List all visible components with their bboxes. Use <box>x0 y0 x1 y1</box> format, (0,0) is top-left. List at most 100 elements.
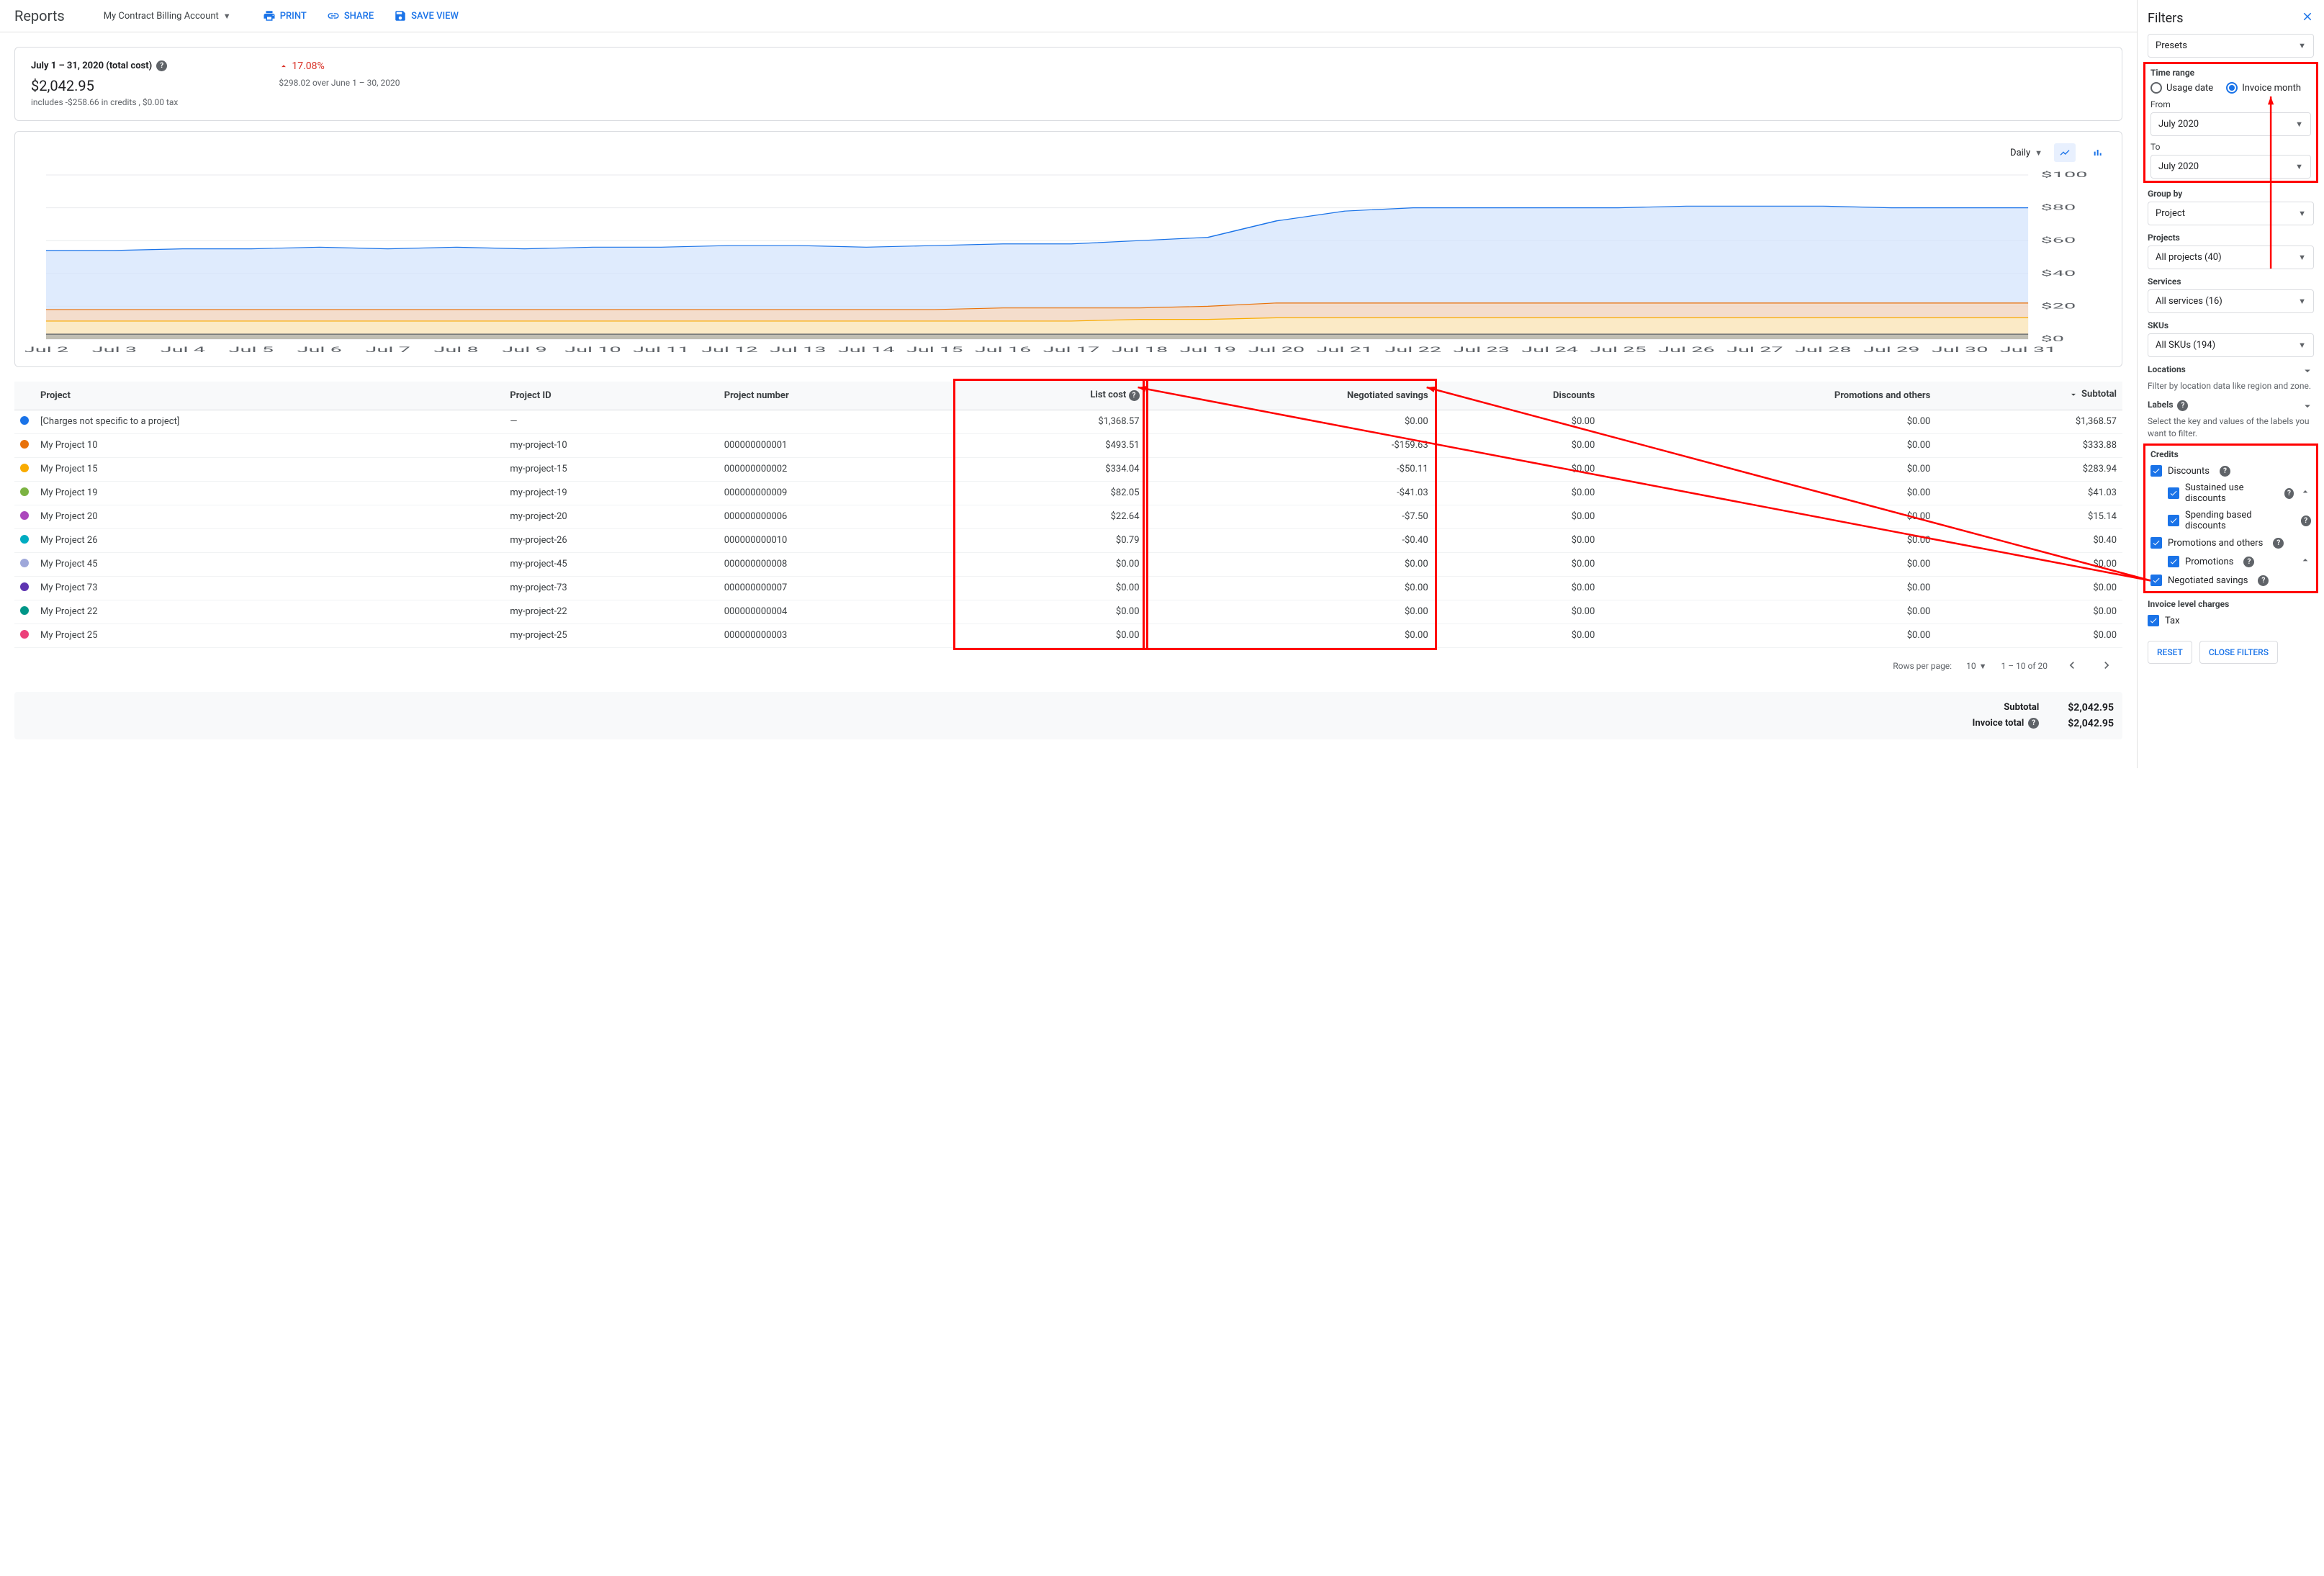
col-list-cost[interactable]: List cost ? <box>956 382 1145 410</box>
col-discounts[interactable]: Discounts <box>1434 382 1601 410</box>
svg-text:Jul 24: Jul 24 <box>1521 346 1578 354</box>
promotions-others-checkbox[interactable] <box>2150 537 2162 549</box>
rows-per-page-select[interactable]: 10 ▼ <box>1966 661 1986 671</box>
spending-checkbox[interactable] <box>2168 515 2179 526</box>
svg-text:Jul 22: Jul 22 <box>1384 346 1441 354</box>
cell-project-id: my-project-26 <box>504 528 718 552</box>
cell-discounts: $0.00 <box>1434 623 1601 647</box>
skus-label: SKUs <box>2148 320 2314 330</box>
help-icon[interactable]: ? <box>156 60 167 71</box>
table-row[interactable]: My Project 45my-project-45000000000008$0… <box>14 552 2122 576</box>
invoice-month-radio[interactable]: Invoice month <box>2226 82 2301 94</box>
help-icon[interactable]: ? <box>2273 538 2284 549</box>
cell-subtotal: $15.14 <box>1936 505 2122 528</box>
chart-mode-picker[interactable]: Daily ▼ <box>2010 148 2042 158</box>
account-picker[interactable]: My Contract Billing Account ▼ <box>104 11 231 22</box>
cell-negotiated: $0.00 <box>1145 623 1434 647</box>
promotions-checkbox[interactable] <box>2168 556 2179 567</box>
svg-text:Jul 3: Jul 3 <box>92 346 137 354</box>
print-button[interactable]: PRINT <box>263 9 307 22</box>
filters-title: Filters <box>2148 11 2184 26</box>
share-button[interactable]: SHARE <box>327 9 374 22</box>
check-icon <box>2152 576 2161 585</box>
svg-text:Jul 31: Jul 31 <box>2000 346 2057 354</box>
usage-date-radio[interactable]: Usage date <box>2150 82 2213 94</box>
skus-select[interactable]: All SKUs (194)▼ <box>2148 333 2314 357</box>
cell-project: My Project 26 <box>35 528 504 552</box>
col-negotiated[interactable]: Negotiated savings <box>1145 382 1434 410</box>
to-month-select[interactable]: July 2020▼ <box>2150 155 2311 179</box>
svg-text:Jul 20: Jul 20 <box>1248 346 1305 354</box>
collapse-button[interactable] <box>2300 554 2311 569</box>
table-row[interactable]: My Project 26my-project-26000000000010$0… <box>14 528 2122 552</box>
table-row[interactable]: My Project 15my-project-15000000000002$3… <box>14 457 2122 481</box>
projects-select[interactable]: All projects (40)▼ <box>2148 246 2314 269</box>
table-row[interactable]: My Project 10my-project-10000000000001$4… <box>14 433 2122 457</box>
help-icon[interactable]: ? <box>2220 466 2230 477</box>
cell-negotiated: $0.00 <box>1145 576 1434 600</box>
cell-discounts: $0.00 <box>1434 481 1601 505</box>
svg-text:Jul 18: Jul 18 <box>1112 346 1168 354</box>
line-chart-button[interactable] <box>2054 143 2076 162</box>
bar-chart-button[interactable] <box>2087 143 2109 162</box>
table-row[interactable]: My Project 20my-project-20000000000006$2… <box>14 505 2122 528</box>
chevron-right-icon <box>2099 658 2114 672</box>
cell-list-cost: $1,368.57 <box>956 410 1145 433</box>
table-row[interactable]: My Project 73my-project-73000000000007$0… <box>14 576 2122 600</box>
services-label: Services <box>2148 276 2314 287</box>
close-filters-button[interactable]: CLOSE FILTERS <box>2199 641 2278 664</box>
radio-icon <box>2226 82 2238 94</box>
chevron-down-icon: ▼ <box>2298 253 2306 262</box>
cell-discounts: $0.00 <box>1434 576 1601 600</box>
help-icon[interactable]: ? <box>2301 515 2311 526</box>
negotiated-savings-checkbox[interactable] <box>2150 575 2162 586</box>
col-project-id[interactable]: Project ID <box>504 382 718 410</box>
svg-text:Jul 13: Jul 13 <box>770 346 827 354</box>
reset-button[interactable]: RESET <box>2148 641 2192 664</box>
presets-select[interactable]: Presets ▼ <box>2148 34 2314 58</box>
chevron-down-icon <box>2301 400 2314 413</box>
table-row[interactable]: [Charges not specific to a project]—$1,3… <box>14 410 2122 433</box>
table-row[interactable]: My Project 22my-project-22000000000004$0… <box>14 600 2122 623</box>
tax-checkbox[interactable] <box>2148 615 2159 626</box>
table-row[interactable]: My Project 25my-project-25000000000003$0… <box>14 623 2122 647</box>
help-icon[interactable]: ? <box>2243 557 2254 567</box>
rows-per-page-label: Rows per page: <box>1893 661 1952 671</box>
line-chart-icon <box>2058 147 2072 158</box>
check-icon <box>2149 616 2158 625</box>
collapse-button[interactable] <box>2300 486 2311 500</box>
svg-text:Jul 9: Jul 9 <box>502 346 546 354</box>
discounts-checkbox[interactable] <box>2150 465 2162 477</box>
cell-subtotal: $0.00 <box>1936 576 2122 600</box>
close-filters-button[interactable] <box>2301 10 2314 27</box>
sustained-checkbox[interactable] <box>2168 487 2179 499</box>
help-icon[interactable]: ? <box>2028 718 2039 729</box>
next-page-button[interactable] <box>2096 655 2117 677</box>
help-icon[interactable]: ? <box>2258 575 2269 586</box>
from-month-select[interactable]: July 2020▼ <box>2150 112 2311 136</box>
chart-card: Daily ▼ $0$20$40$60$80$100Jul 2Jul 3Jul … <box>14 131 2122 367</box>
group-by-select[interactable]: Project▼ <box>2148 202 2314 225</box>
delta-compare-line: $298.02 over June 1 – 30, 2020 <box>279 78 400 88</box>
series-dot <box>20 511 29 520</box>
check-icon <box>2169 557 2178 566</box>
cell-subtotal: $0.00 <box>1936 600 2122 623</box>
series-dot <box>20 630 29 639</box>
locations-toggle[interactable]: Locations <box>2148 364 2314 377</box>
svg-text:Jul 17: Jul 17 <box>1043 346 1100 354</box>
cell-project-number: 000000000003 <box>719 623 956 647</box>
table-row[interactable]: My Project 19my-project-19000000000009$8… <box>14 481 2122 505</box>
prev-page-button[interactable] <box>2062 655 2082 677</box>
help-icon[interactable]: ? <box>1129 390 1140 401</box>
save-view-button[interactable]: SAVE VIEW <box>394 9 459 22</box>
from-label: From <box>2150 99 2311 109</box>
col-promotions[interactable]: Promotions and others <box>1600 382 1936 410</box>
col-project[interactable]: Project <box>35 382 504 410</box>
labels-toggle[interactable]: Labels? <box>2148 400 2314 413</box>
svg-text:$60: $60 <box>2040 236 2076 245</box>
col-project-number[interactable]: Project number <box>719 382 956 410</box>
help-icon[interactable]: ? <box>2284 488 2294 499</box>
help-icon[interactable]: ? <box>2177 400 2188 411</box>
col-subtotal[interactable]: Subtotal <box>1936 382 2122 410</box>
services-select[interactable]: All services (16)▼ <box>2148 289 2314 313</box>
